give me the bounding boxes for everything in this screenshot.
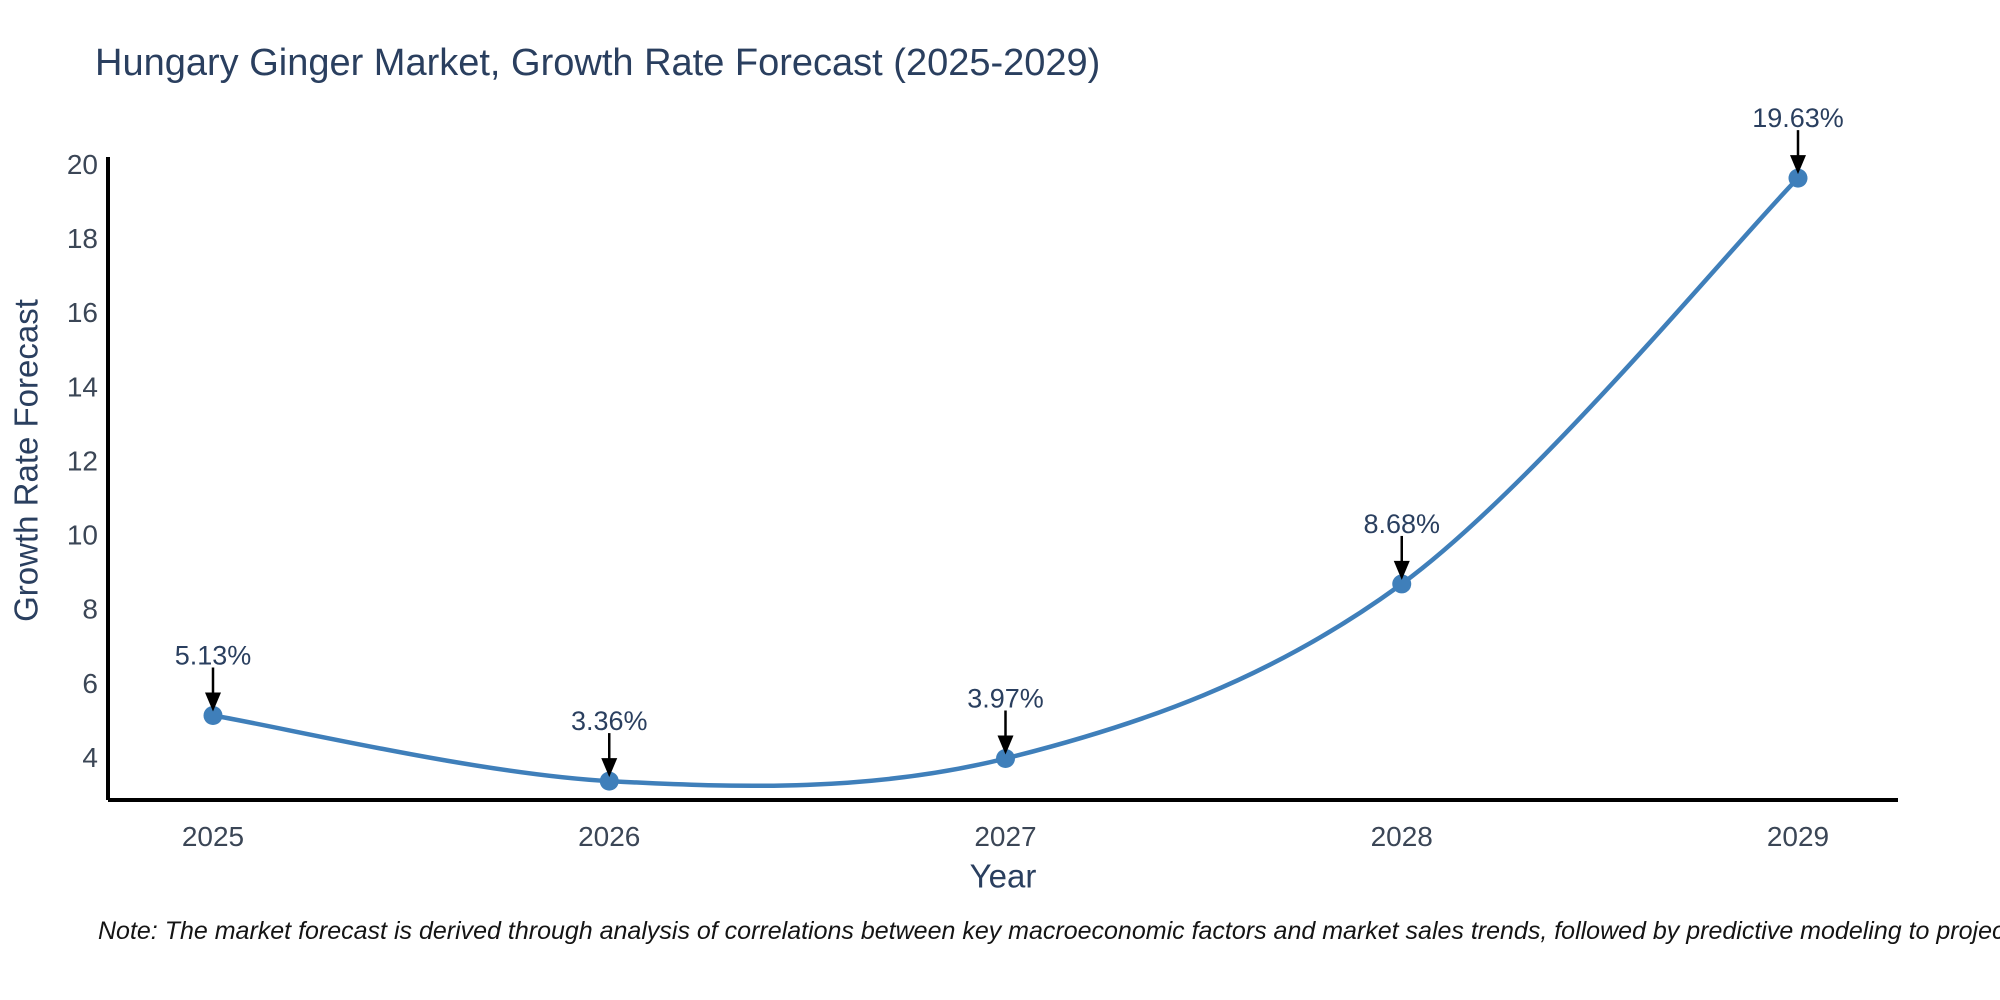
annotation-arrowhead xyxy=(1790,155,1806,175)
annotation-arrowhead xyxy=(601,758,618,778)
footnote: Note: The market forecast is derived thr… xyxy=(98,917,2000,945)
data-point-label: 8.68% xyxy=(1363,509,1440,539)
x-tick-label: 2025 xyxy=(182,821,244,852)
y-tick-label: 16 xyxy=(67,297,98,328)
y-tick-label: 12 xyxy=(67,445,98,476)
x-tick-label: 2026 xyxy=(578,821,640,852)
data-point-label: 3.36% xyxy=(571,706,648,736)
x-tick-label: 2027 xyxy=(974,821,1036,852)
x-tick-label: 2029 xyxy=(1767,821,1829,852)
y-tick-label: 4 xyxy=(82,742,98,773)
x-tick-label: 2028 xyxy=(1371,821,1433,852)
annotation-arrowhead xyxy=(1393,560,1410,580)
data-point-marker xyxy=(1788,168,1808,188)
x-axis-title: Year xyxy=(970,858,1037,895)
data-point-marker xyxy=(996,748,1015,768)
data-point-marker xyxy=(203,706,223,726)
y-tick-label: 14 xyxy=(67,371,98,402)
annotation-arrowhead xyxy=(997,735,1014,755)
y-axis-title: Growth Rate Forecast xyxy=(8,299,45,622)
chart-title: Hungary Ginger Market, Growth Rate Forec… xyxy=(95,42,1101,84)
y-tick-label: 6 xyxy=(82,668,98,699)
data-point-label: 5.13% xyxy=(175,641,252,671)
y-tick-label: 8 xyxy=(82,594,98,625)
data-point-label: 19.63% xyxy=(1752,103,1844,133)
annotation-arrowhead xyxy=(205,692,221,712)
data-point-label: 3.97% xyxy=(967,683,1044,713)
series-line xyxy=(210,175,1801,789)
y-tick-label: 20 xyxy=(67,149,98,180)
y-tick-label: 18 xyxy=(67,223,98,254)
y-tick-label: 10 xyxy=(67,520,98,551)
data-point-marker xyxy=(599,771,619,791)
data-point-marker xyxy=(1392,574,1412,594)
